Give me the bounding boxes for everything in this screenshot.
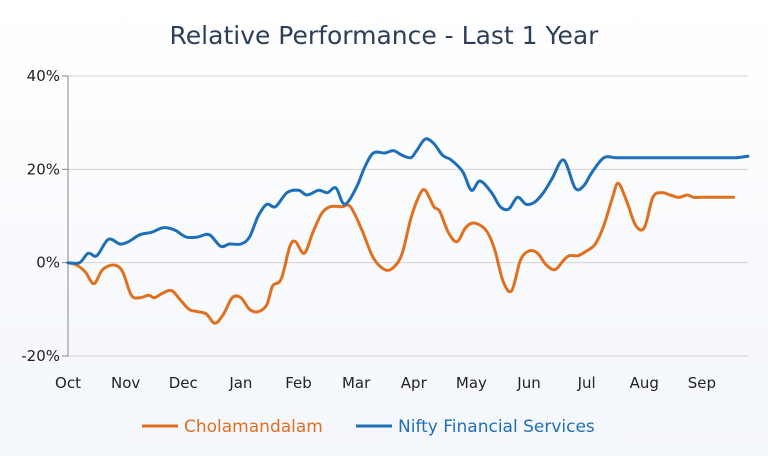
chart-title: Relative Performance - Last 1 Year (170, 21, 600, 50)
y-axis-ticks: -20% 0% 20% 40% (21, 67, 68, 365)
series-line-0 (66, 181, 736, 325)
x-tick-label: Apr (401, 374, 428, 392)
legend-label-0: Cholamandalam (184, 417, 323, 437)
y-tick-label: 20% (27, 160, 60, 178)
legend: Cholamandalam Nifty Financial Services (142, 417, 595, 437)
x-tick-label: May (456, 374, 487, 392)
y-tick-label: -20% (21, 347, 60, 365)
x-tick-label: Jun (516, 374, 540, 392)
series-lines (66, 137, 750, 325)
gridlines (68, 75, 748, 357)
x-tick-label: Dec (169, 374, 198, 392)
y-tick-label: 40% (27, 67, 60, 85)
x-tick-label: Feb (285, 374, 312, 392)
x-axis-ticks: Oct Nov Dec Jan Feb Mar Apr May Jun Jul Aug Sep (55, 374, 716, 392)
x-tick-label: Oct (55, 374, 81, 392)
x-tick-label: Mar (342, 374, 371, 392)
series-line-1 (66, 137, 750, 265)
y-tick-label: 0% (36, 254, 60, 272)
x-tick-label: Jul (577, 374, 596, 392)
x-tick-label: Sep (688, 374, 716, 392)
x-tick-label: Aug (630, 374, 659, 392)
legend-label-1: Nifty Financial Services (398, 417, 595, 437)
x-tick-label: Nov (111, 374, 140, 392)
x-tick-label: Jan (228, 374, 252, 392)
